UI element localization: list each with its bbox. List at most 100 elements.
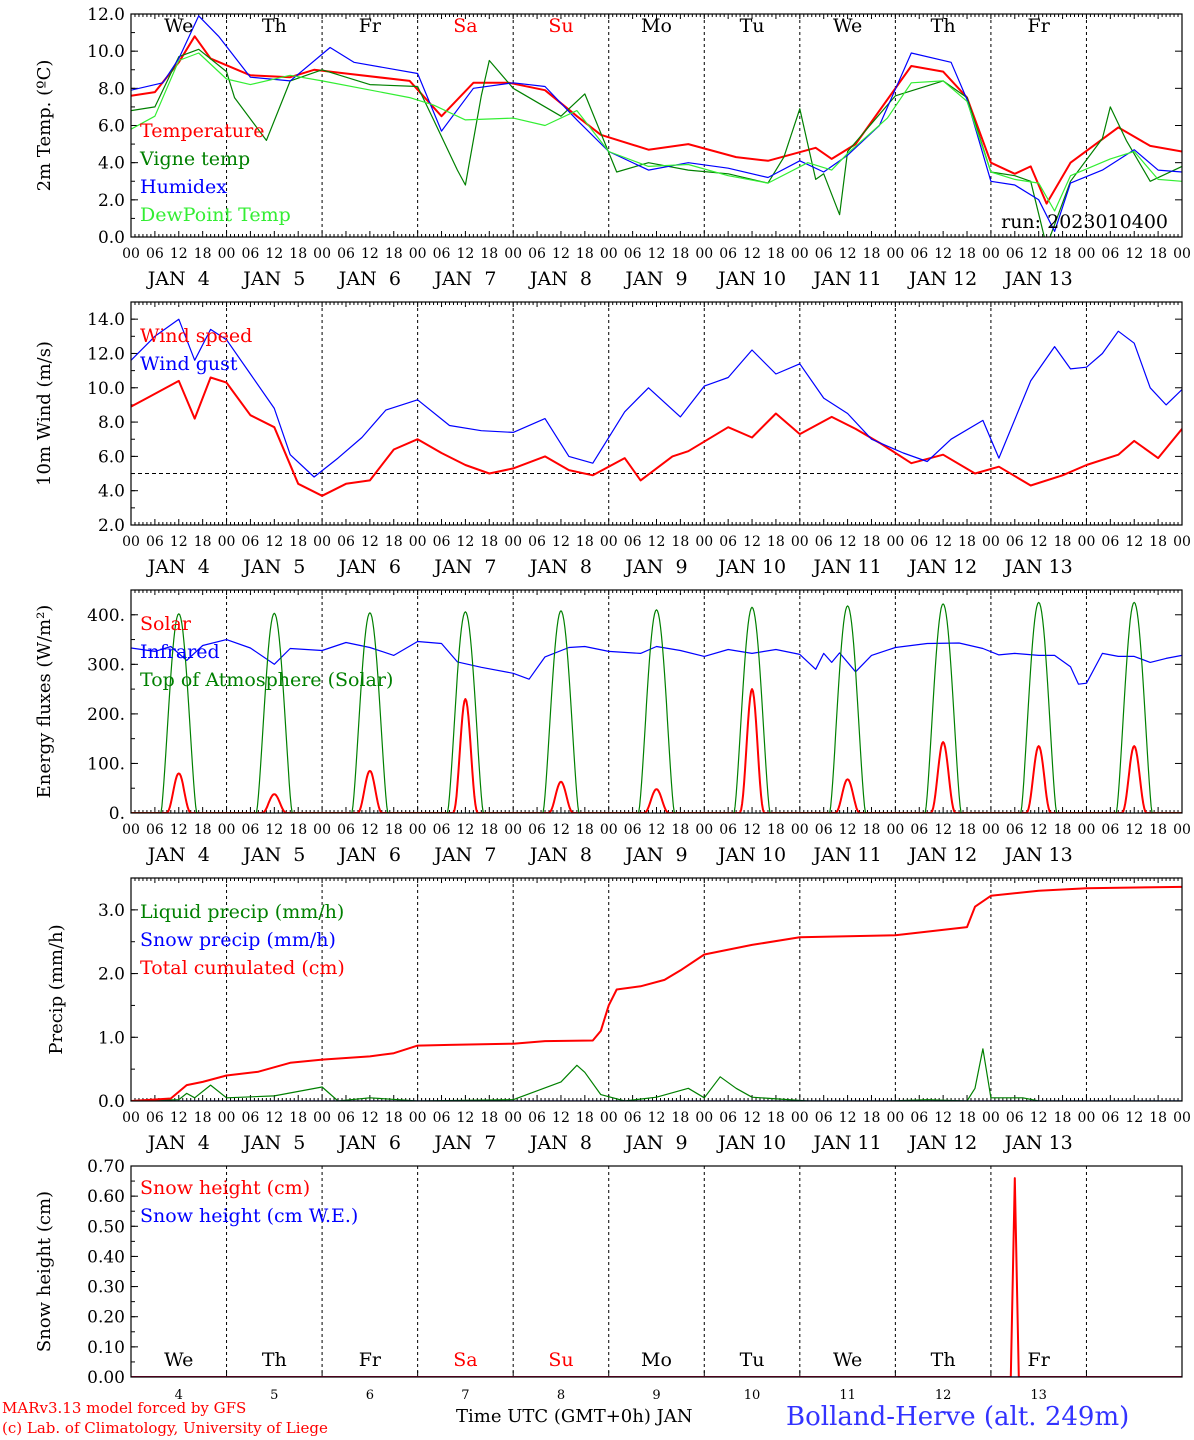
x-hour-label: 00 xyxy=(695,534,713,550)
x-hour-label: 00 xyxy=(409,534,427,550)
x-hour-label: 06 xyxy=(146,246,164,262)
x-date-label: JAN 11 xyxy=(811,268,881,290)
y-tick-label: 0.0 xyxy=(98,1092,125,1112)
x-hour-label: 06 xyxy=(242,246,260,262)
x-hour-label: 00 xyxy=(1173,822,1191,838)
x-hour-label: 06 xyxy=(815,822,833,838)
x-hour-label: 00 xyxy=(1173,1110,1191,1126)
x-date-label: JAN 8 xyxy=(528,844,592,866)
weekday-label: Sa xyxy=(453,15,477,37)
x-date-label: JAN 13 xyxy=(1003,556,1073,578)
x-hour-label: 12 xyxy=(552,534,570,550)
y-tick-label: 0.10 xyxy=(87,1338,125,1358)
x-date-label: JAN 12 xyxy=(907,844,977,866)
x-hour-label: 18 xyxy=(289,822,307,838)
x-hour-label: 06 xyxy=(1006,534,1024,550)
x-hour-label: 12 xyxy=(456,822,474,838)
panel-2: 2.0 4.0 6.0 8.0 10.0 12.0 14.0 10m Wind (m/s) Wi… xyxy=(34,301,1191,578)
x-hour-label: 06 xyxy=(433,822,451,838)
x-hour-label: 12 xyxy=(839,1110,857,1126)
x-hour-label: 18 xyxy=(576,534,594,550)
y-tick-label: 0.0 xyxy=(98,228,125,248)
x-hour-label: 06 xyxy=(815,534,833,550)
series-line-humidex xyxy=(131,15,1182,232)
x-date-label: JAN 13 xyxy=(1003,268,1073,290)
x-hour-label: 12 xyxy=(552,1110,570,1126)
x-hour-label: 18 xyxy=(480,534,498,550)
x-day-number: 11 xyxy=(839,1388,856,1403)
x-hour-label: 00 xyxy=(1078,822,1096,838)
x-hour-label: 00 xyxy=(1078,534,1096,550)
x-hour-label: 18 xyxy=(863,534,881,550)
weekday-label: Th xyxy=(931,15,956,37)
x-hour-label: 12 xyxy=(743,246,761,262)
weekday-label: Su xyxy=(548,15,573,37)
x-hour-label: 06 xyxy=(1006,822,1024,838)
legend-entry: Humidex xyxy=(140,176,227,198)
x-hour-label: 18 xyxy=(289,534,307,550)
y-tick-label: 0.20 xyxy=(87,1308,125,1328)
x-date-label: JAN 9 xyxy=(623,844,687,866)
x-hour-label: 18 xyxy=(480,822,498,838)
x-hour-label: 12 xyxy=(361,534,379,550)
x-date-label: JAN 5 xyxy=(241,844,305,866)
x-hour-label: 06 xyxy=(910,246,928,262)
x-hour-label: 18 xyxy=(1054,246,1072,262)
x-hour-label: 12 xyxy=(361,246,379,262)
weekday-label: Tu xyxy=(740,15,765,37)
x-hour-label: 06 xyxy=(146,822,164,838)
x-date-label: JAN 13 xyxy=(1003,844,1073,866)
x-date-label: JAN 13 xyxy=(1003,1132,1073,1154)
x-hour-label: 12 xyxy=(456,246,474,262)
x-hour-label: 18 xyxy=(1054,822,1072,838)
x-hour-label: 12 xyxy=(170,534,188,550)
x-hour-label: 06 xyxy=(146,1110,164,1126)
weekday-label: We xyxy=(833,15,862,37)
y-axis-label: Precip (mm/h) xyxy=(46,924,67,1054)
y-tick-label: 3.0 xyxy=(98,901,125,921)
x-hour-label: 06 xyxy=(719,246,737,262)
x-hour-label: 00 xyxy=(695,822,713,838)
x-hour-label: 18 xyxy=(1149,534,1167,550)
x-date-label: JAN 6 xyxy=(337,1132,401,1154)
series-line-solar xyxy=(131,688,1182,813)
y-tick-label: 0.40 xyxy=(87,1247,125,1267)
series-line-wind-speed xyxy=(131,376,1182,497)
x-hour-label: 06 xyxy=(433,246,451,262)
legend-entry: Top of Atmosphere (Solar) xyxy=(140,669,393,691)
y-tick-label: 400. xyxy=(87,606,125,626)
x-day-number: 4 xyxy=(175,1388,183,1403)
x-hour-label: 00 xyxy=(695,246,713,262)
x-hour-label: 12 xyxy=(456,534,474,550)
x-hour-label: 06 xyxy=(528,1110,546,1126)
x-hour-label: 00 xyxy=(886,822,904,838)
y-tick-label: 10.0 xyxy=(87,42,125,62)
x-date-label: JAN 12 xyxy=(907,268,977,290)
x-hour-label: 06 xyxy=(528,534,546,550)
x-date-label: JAN 5 xyxy=(241,268,305,290)
x-hour-label: 00 xyxy=(218,1110,236,1126)
x-hour-label: 00 xyxy=(409,1110,427,1126)
x-hour-label: 18 xyxy=(863,822,881,838)
x-hour-label: 12 xyxy=(1125,534,1143,550)
x-hour-label: 06 xyxy=(910,822,928,838)
x-hour-label: 06 xyxy=(1101,246,1119,262)
x-hour-label: 06 xyxy=(337,1110,355,1126)
legend-entry: Temperature xyxy=(140,120,264,142)
legend-entry: Solar xyxy=(140,613,192,635)
x-date-label: JAN 6 xyxy=(337,556,401,578)
x-hour-label: 12 xyxy=(839,822,857,838)
x-date-label: JAN 6 xyxy=(337,268,401,290)
y-tick-label: 200. xyxy=(87,705,125,725)
x-date-label: JAN 4 xyxy=(146,268,210,290)
x-hour-label: 06 xyxy=(719,534,737,550)
x-day-number: 5 xyxy=(270,1388,278,1403)
weekday-label: Fr xyxy=(359,1349,382,1371)
y-tick-label: 14.0 xyxy=(87,310,125,330)
x-hour-label: 18 xyxy=(385,1110,403,1126)
y-tick-label: 12.0 xyxy=(87,5,125,25)
x-hour-label: 06 xyxy=(624,822,642,838)
x-date-label: JAN 7 xyxy=(432,268,496,290)
y-tick-label: 0.70 xyxy=(87,1157,125,1177)
x-hour-label: 18 xyxy=(1149,1110,1167,1126)
